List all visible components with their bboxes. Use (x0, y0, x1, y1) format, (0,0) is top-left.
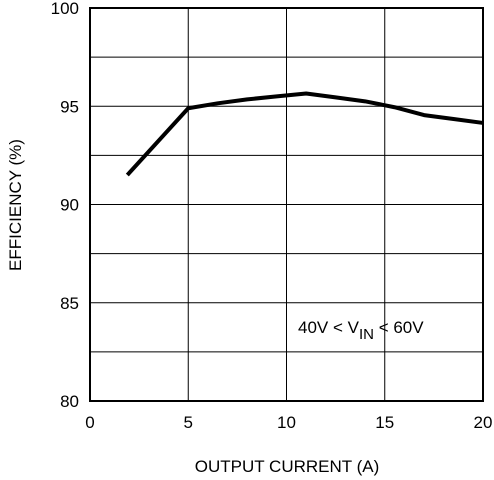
grid-lines (90, 8, 483, 401)
x-axis-label: OUTPUT CURRENT (A) (195, 457, 380, 476)
efficiency-line (125, 91, 484, 177)
y-tick-label: 95 (60, 97, 79, 116)
y-tick-label: 80 (60, 392, 79, 411)
plot-frame (89, 7, 484, 402)
x-tick-label: 20 (474, 413, 493, 432)
annotation-subscript: IN (359, 326, 374, 343)
vin-range-annotation: 40V < VIN < 60V (298, 318, 424, 343)
tick-labels: 0 5 10 15 20 80 85 90 95 100 (51, 0, 493, 432)
x-tick-label: 0 (85, 413, 94, 432)
y-tick-label: 85 (60, 294, 79, 313)
series-layer (125, 91, 484, 177)
x-tick-label: 10 (277, 413, 296, 432)
y-tick-label: 90 (60, 196, 79, 215)
x-tick-label: 15 (375, 413, 394, 432)
y-tick-label: 100 (51, 0, 79, 18)
y-axis-label: EFFICIENCY (%) (6, 139, 25, 271)
annotation-suffix: < 60V (374, 318, 424, 337)
annotation-prefix: 40V < V (298, 318, 360, 337)
x-tick-label: 5 (184, 413, 193, 432)
